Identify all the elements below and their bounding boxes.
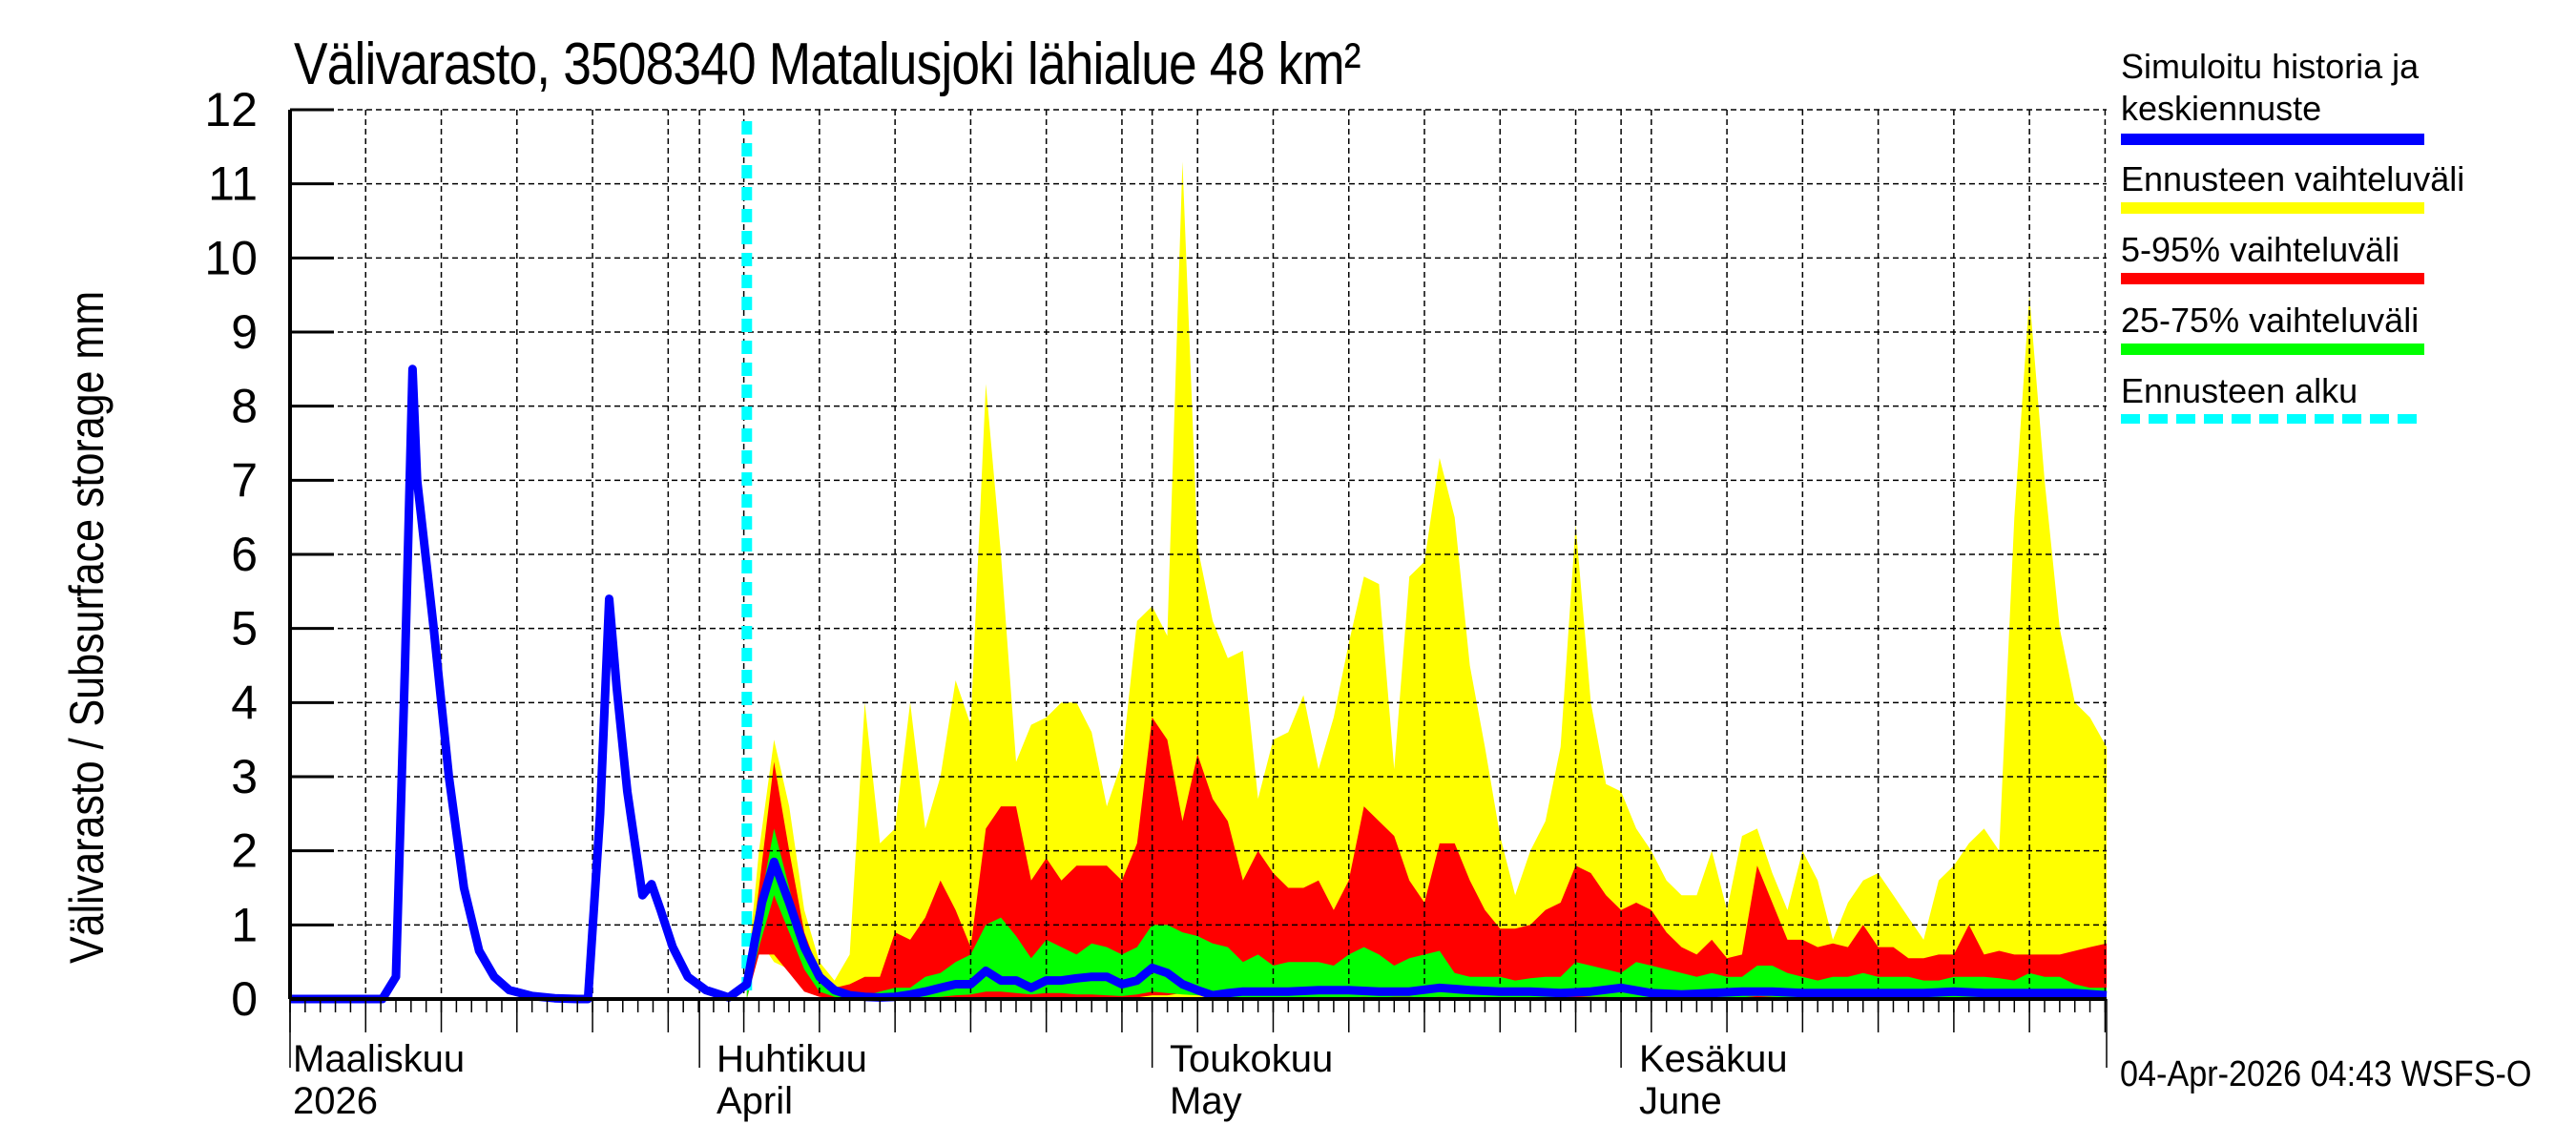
grid-lines — [290, 109, 2107, 999]
band-ff0000 — [746, 717, 2107, 999]
y-tick-label: 8 — [231, 380, 258, 433]
band-ffff00 — [746, 161, 2107, 999]
legend-swatch-red — [2121, 273, 2424, 284]
legend-item-5-95: 5-95% vaihteluväli — [2121, 229, 2436, 284]
legend-swatch-cyan-dashed — [2121, 414, 2424, 424]
y-tick-label: 0 — [231, 972, 258, 1026]
y-tick-label: 12 — [204, 83, 258, 136]
forecast-bands — [746, 161, 2107, 999]
y-tick-label: 9 — [231, 305, 258, 359]
chart-title: Välivarasto, 3508340 Matalusjoki lähialu… — [294, 31, 1361, 97]
legend-swatch-blue — [2121, 134, 2424, 145]
y-tick-label: 11 — [208, 157, 258, 211]
y-tick-label: 5 — [231, 602, 258, 656]
month-label-march: Maaliskuu 2026 — [293, 1038, 466, 1122]
y-tick-label: 2 — [231, 824, 258, 878]
legend-item-forecast-start: Ennusteen alku — [2121, 370, 2436, 424]
y-tick-label: 10 — [204, 231, 258, 284]
month-label-june: Kesäkuu June — [1639, 1038, 1788, 1122]
legend-item-median: Simuloitu historia ja keskiennuste — [2121, 46, 2436, 145]
axes-frame — [288, 108, 2108, 1068]
y-tick-label: 6 — [231, 528, 258, 581]
band-00ff00 — [746, 828, 2107, 999]
month-label-may: Toukokuu May — [1170, 1038, 1334, 1122]
legend-swatch-green — [2121, 344, 2424, 355]
y-tick-label: 1 — [231, 898, 258, 951]
y-tick-label: 4 — [231, 676, 258, 729]
y-tick-label: 7 — [231, 453, 258, 507]
legend-item-range: Ennusteen vaihteluväli — [2121, 158, 2464, 214]
y-tick-label: 3 — [231, 750, 258, 803]
month-label-april: Huhtikuu April — [717, 1038, 867, 1122]
legend-swatch-yellow — [2121, 202, 2424, 214]
legend-item-25-75: 25-75% vaihteluväli — [2121, 300, 2436, 355]
timestamp: 04-Apr-2026 04:43 WSFS-O — [2120, 1054, 2532, 1094]
